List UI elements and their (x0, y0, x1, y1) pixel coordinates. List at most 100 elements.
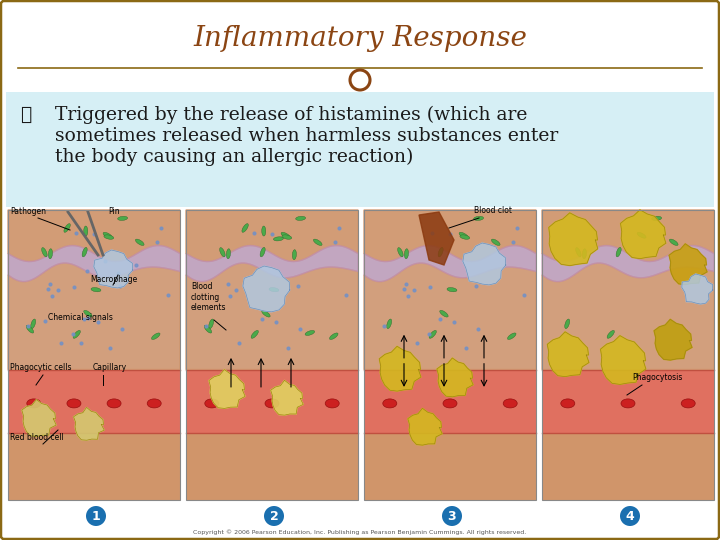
Ellipse shape (107, 399, 121, 408)
Text: Inflammatory Response: Inflammatory Response (193, 24, 527, 51)
Circle shape (442, 506, 462, 526)
Polygon shape (73, 407, 104, 440)
Ellipse shape (330, 333, 338, 340)
Text: 2: 2 (269, 510, 279, 523)
Text: Phagocytic cells: Phagocytic cells (10, 363, 71, 372)
Ellipse shape (151, 333, 160, 340)
Ellipse shape (387, 319, 392, 329)
Ellipse shape (260, 247, 265, 257)
Polygon shape (682, 274, 713, 304)
Text: Triggered by the release of histamines (which are: Triggered by the release of histamines (… (55, 106, 527, 124)
Bar (542, 369, 714, 433)
Ellipse shape (104, 235, 114, 239)
Ellipse shape (31, 319, 36, 329)
Polygon shape (437, 358, 473, 397)
Ellipse shape (274, 237, 284, 241)
Ellipse shape (670, 239, 678, 246)
Polygon shape (186, 263, 358, 369)
Ellipse shape (262, 310, 270, 317)
Circle shape (86, 506, 106, 526)
Polygon shape (379, 346, 421, 391)
Text: Copyright © 2006 Pearson Education, Inc. Publishing as Pearson Benjamin Cummings: Copyright © 2006 Pearson Education, Inc.… (194, 529, 526, 535)
Text: Capillary: Capillary (93, 363, 127, 372)
Ellipse shape (582, 249, 587, 259)
Ellipse shape (226, 249, 230, 259)
Ellipse shape (492, 239, 500, 246)
Ellipse shape (438, 247, 444, 257)
Ellipse shape (305, 330, 315, 335)
Bar (542, 433, 714, 500)
Polygon shape (22, 400, 56, 436)
Polygon shape (542, 210, 714, 261)
Polygon shape (463, 243, 506, 285)
Ellipse shape (135, 239, 144, 246)
Ellipse shape (84, 226, 88, 236)
Polygon shape (654, 319, 692, 360)
Ellipse shape (67, 399, 81, 408)
Bar (364, 210, 536, 500)
Polygon shape (8, 263, 180, 369)
Ellipse shape (313, 239, 322, 246)
Polygon shape (669, 244, 707, 285)
Bar (186, 433, 358, 500)
Ellipse shape (73, 330, 81, 339)
Polygon shape (271, 380, 303, 415)
Polygon shape (364, 246, 536, 282)
Polygon shape (408, 408, 442, 445)
Text: Blood
clotting
elements: Blood clotting elements (191, 282, 227, 312)
Ellipse shape (84, 310, 92, 317)
Bar (542, 210, 714, 500)
Ellipse shape (209, 319, 214, 329)
Polygon shape (621, 210, 666, 259)
Text: the body causing an allergic reaction): the body causing an allergic reaction) (55, 148, 413, 166)
Ellipse shape (204, 399, 219, 408)
Ellipse shape (26, 325, 34, 333)
Ellipse shape (561, 399, 575, 408)
Polygon shape (186, 246, 358, 282)
Ellipse shape (42, 248, 47, 257)
Text: 3: 3 (448, 510, 456, 523)
Polygon shape (419, 212, 454, 265)
Text: Pin: Pin (108, 207, 120, 216)
Ellipse shape (474, 217, 484, 220)
Bar (8, 210, 714, 500)
Text: Pathogen: Pathogen (10, 207, 46, 216)
Ellipse shape (204, 325, 212, 333)
Bar (542, 210, 714, 500)
Ellipse shape (325, 399, 339, 408)
Polygon shape (600, 335, 646, 384)
Ellipse shape (242, 224, 248, 232)
Circle shape (620, 506, 640, 526)
Ellipse shape (383, 399, 397, 408)
Ellipse shape (103, 232, 112, 238)
Text: Macrophage: Macrophage (90, 275, 138, 284)
Text: Blood clot: Blood clot (474, 206, 512, 215)
Polygon shape (243, 266, 290, 312)
Ellipse shape (64, 224, 71, 232)
Bar (186, 210, 358, 500)
Ellipse shape (459, 232, 468, 238)
Ellipse shape (440, 310, 448, 317)
Bar (364, 433, 536, 500)
Polygon shape (364, 210, 536, 261)
Bar (364, 369, 536, 433)
Ellipse shape (262, 226, 266, 236)
Ellipse shape (564, 319, 570, 329)
Ellipse shape (265, 399, 279, 408)
Polygon shape (8, 246, 180, 282)
Text: Chemical signals: Chemical signals (48, 313, 113, 322)
Bar (186, 210, 358, 500)
Ellipse shape (405, 249, 408, 259)
Polygon shape (8, 210, 180, 261)
Ellipse shape (576, 248, 581, 257)
Ellipse shape (48, 249, 53, 259)
Polygon shape (547, 332, 589, 376)
Bar (8, 433, 180, 500)
Ellipse shape (681, 399, 696, 408)
Bar (8, 210, 180, 500)
Ellipse shape (281, 232, 290, 238)
Polygon shape (186, 210, 358, 261)
Ellipse shape (251, 330, 258, 339)
Ellipse shape (269, 288, 279, 292)
Ellipse shape (621, 399, 635, 408)
